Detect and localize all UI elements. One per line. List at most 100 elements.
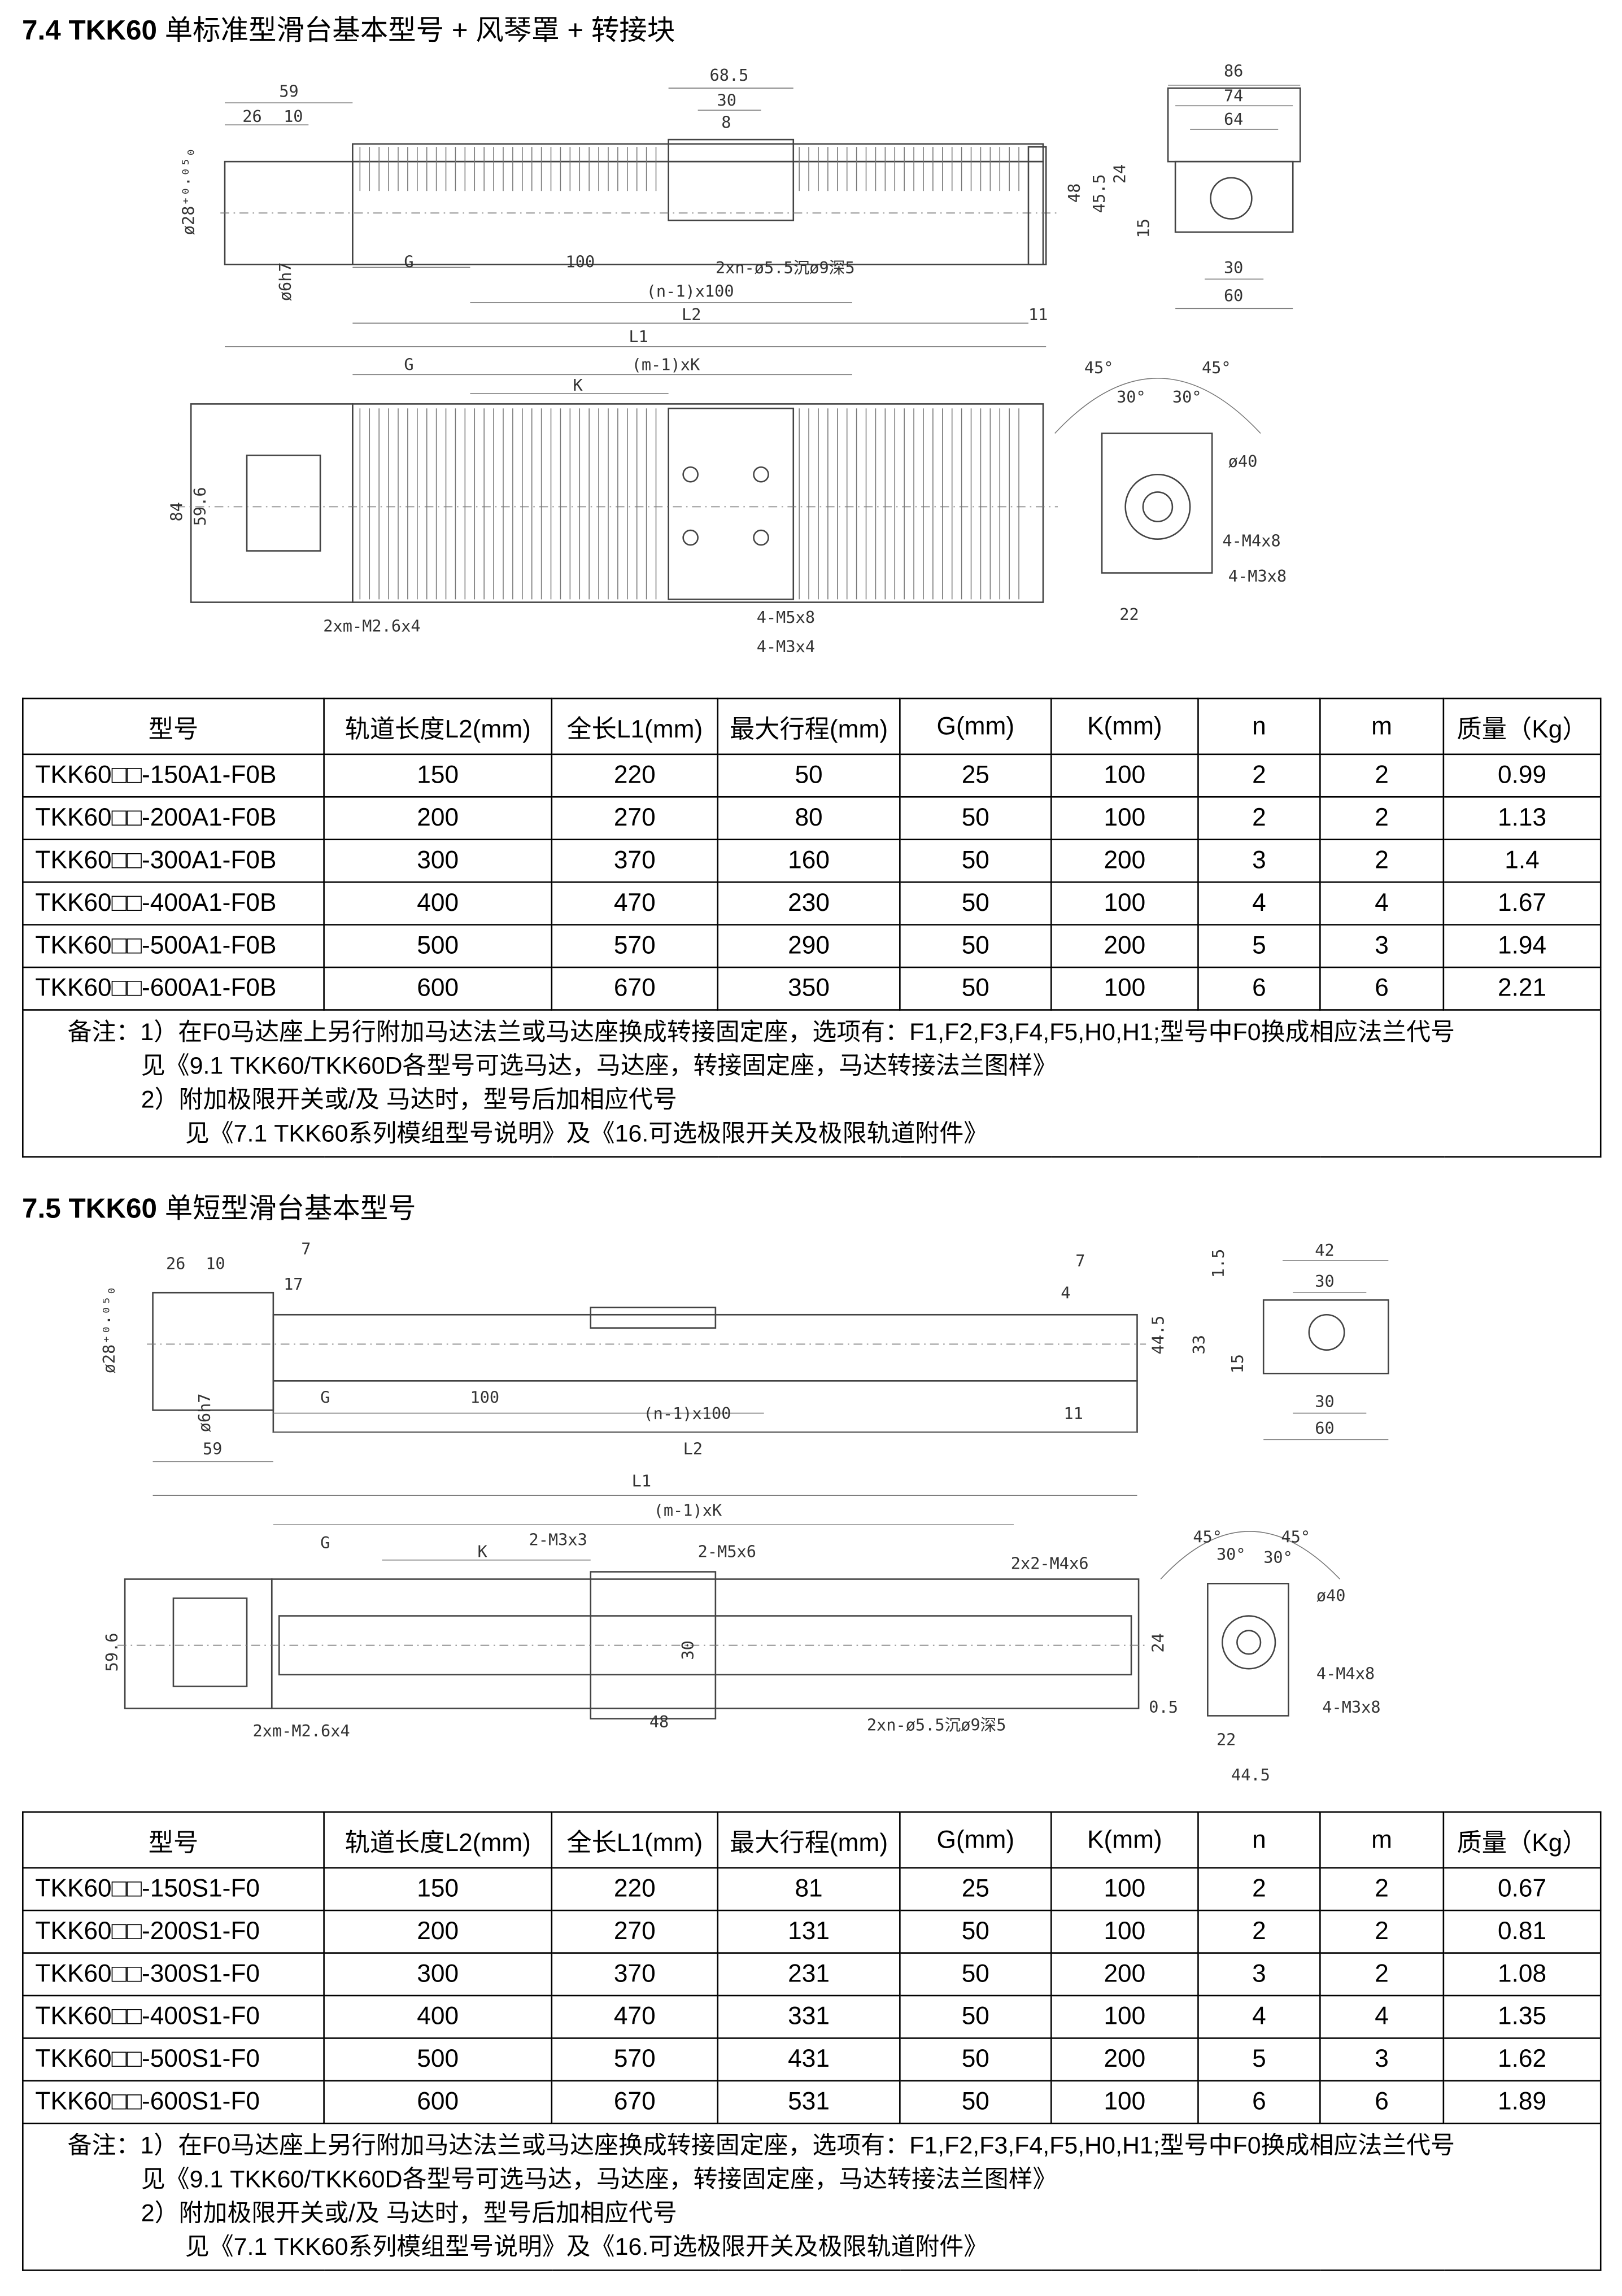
dim-L2: L2 — [682, 305, 701, 324]
dim-30: 30 — [1315, 1272, 1334, 1291]
value-cell: 1.62 — [1442, 2037, 1602, 2082]
value-cell: 2 — [1319, 1867, 1445, 1911]
dim-dia40: ø40 — [1316, 1586, 1346, 1605]
angle-30-left: 30° — [1117, 387, 1146, 407]
col-header: G(mm) — [899, 1811, 1052, 1869]
dim-44-5: 44.5 — [1148, 1316, 1167, 1355]
value-cell: 81 — [717, 1867, 901, 1911]
table-row: TKK60□□-150A1-F0B 150 220 50 25 100 2 2 0.99 — [22, 753, 1602, 798]
value-cell: 600 — [323, 2080, 553, 2124]
value-cell: 50 — [717, 753, 901, 798]
model-cell: TKK60□□-300A1-F0B — [22, 839, 325, 883]
value-cell: 100 — [1050, 1867, 1199, 1911]
value-cell: 2 — [1197, 1909, 1321, 1954]
dim-n100: (n-1)x100 — [643, 1404, 731, 1423]
dim-60: 60 — [1315, 1418, 1334, 1438]
top-view — [117, 1571, 1146, 1719]
value-cell: 2 — [1197, 796, 1321, 841]
value-cell: 0.81 — [1442, 1909, 1602, 1954]
value-cell: 1.35 — [1442, 1994, 1602, 2039]
value-cell: 670 — [551, 966, 719, 1011]
model-cell: TKK60□□-400A1-F0B — [22, 881, 325, 926]
dim-22: 22 — [1119, 605, 1139, 624]
callout-m5x6: 2-M5x6 — [698, 1542, 756, 1561]
dim-24: 24 — [1148, 1633, 1167, 1652]
model-cell: TKK60□□-400S1-F0 — [22, 1994, 325, 2039]
value-cell: 2 — [1319, 1909, 1445, 1954]
dim-dia28: ø28⁺⁰·⁰⁵₀ — [178, 147, 198, 235]
col-header: G(mm) — [899, 697, 1052, 756]
callout-m4x8: 4-M4x8 — [1316, 1664, 1375, 1683]
value-cell: 6 — [1319, 966, 1445, 1011]
dim-30c: 30 — [678, 1640, 697, 1660]
value-cell: 570 — [551, 924, 719, 968]
callout-m4x8: 4-M4x8 — [1222, 531, 1280, 551]
table-row: TKK60□□-600A1-F0B 600 670 350 50 100 6 6 2.21 — [22, 966, 1602, 1011]
value-cell: 431 — [717, 2037, 901, 2082]
top-view — [176, 403, 1058, 603]
value-cell: 600 — [323, 966, 553, 1011]
value-cell: 100 — [1050, 796, 1199, 841]
table-header: 型号 轨道长度L2(mm) 全长L1(mm) 最大行程(mm) G(mm) K(mm) n m… — [22, 697, 1602, 756]
dim-45-5: 45.5 — [1089, 174, 1109, 213]
note-line: 见《7.1 TKK60系列模组型号说明》及《16.可选极限开关及极限轨道附件》 — [185, 2234, 988, 2261]
value-cell: 50 — [899, 2037, 1052, 2082]
table-notes: 备注：1）在F0马达座上另行附加马达法兰或马达座换成转接固定座，选项有：F1,F… — [22, 2123, 1602, 2271]
dim-74: 74 — [1224, 86, 1243, 105]
model-cell: TKK60□□-500S1-F0 — [22, 2037, 325, 2082]
table-row: TKK60□□-200A1-F0B 200 270 80 50 100 2 2 1.13 — [22, 796, 1602, 841]
value-cell: 500 — [323, 924, 553, 968]
dim-mK: (m-1)xK — [654, 1501, 722, 1520]
value-cell: 50 — [899, 2080, 1052, 2124]
dim-86: 86 — [1224, 61, 1243, 80]
table-notes: 备注：1）在F0马达座上另行附加马达法兰或马达座换成转接固定座，选项有：F1,F… — [22, 1009, 1602, 1158]
value-cell: 50 — [899, 924, 1052, 968]
callout-m4x6: 2x2-M4x6 — [1011, 1553, 1089, 1573]
dim-dia6: ø6h7 — [195, 1393, 214, 1432]
col-header: n — [1197, 1811, 1321, 1869]
note-line: 备注：1）在F0马达座上另行附加马达法兰或马达座换成转接固定座，选项有：F1,F… — [67, 2133, 1455, 2160]
dim-dia6: ø6h7 — [276, 262, 295, 301]
dim-L2: L2 — [683, 1439, 703, 1458]
dim-30: 30 — [717, 90, 736, 110]
value-cell: 100 — [1050, 881, 1199, 926]
col-header: 质量（Kg） — [1442, 1811, 1602, 1869]
value-cell: 5 — [1197, 2037, 1321, 2082]
dim-15: 15 — [1133, 219, 1153, 238]
col-header: 最大行程(mm) — [717, 697, 901, 756]
note-line: 备注：1）在F0马达座上另行附加马达法兰或马达座换成转接固定座，选项有：F1,F… — [67, 1019, 1455, 1046]
value-cell: 1.89 — [1442, 2080, 1602, 2124]
hole-callout: 2xn-ø5.5沉ø9深5 — [716, 258, 855, 277]
dim-42: 42 — [1315, 1241, 1334, 1260]
value-cell: 131 — [717, 1909, 901, 1954]
angle-45-left: 45° — [1193, 1527, 1222, 1546]
angle-45-right: 45° — [1281, 1527, 1310, 1546]
value-cell: 300 — [323, 839, 553, 883]
value-cell: 100 — [1050, 1994, 1199, 2039]
dim-33: 33 — [1189, 1335, 1209, 1354]
dim-26: 26 — [242, 107, 261, 126]
col-header: m — [1319, 1811, 1445, 1869]
value-cell: 2 — [1197, 1867, 1321, 1911]
value-cell: 230 — [717, 881, 901, 926]
callout-m3x8: 4-M3x8 — [1322, 1697, 1380, 1717]
angle-30-right: 30° — [1263, 1548, 1293, 1567]
title-rest: 单标准型滑台基本型号 + 风琴罩 + 转接块 — [157, 16, 675, 47]
title-rest: 单短型滑台基本型号 — [157, 1194, 416, 1225]
value-cell: 331 — [717, 1994, 901, 2039]
dim-24: 24 — [1110, 164, 1130, 184]
table-row: TKK60□□-500A1-F0B 500 570 290 50 200 5 3 1.94 — [22, 924, 1602, 968]
value-cell: 2 — [1319, 796, 1445, 841]
callout-m3x3: 2-M3x3 — [529, 1530, 587, 1549]
value-cell: 50 — [899, 881, 1052, 926]
dim-30b: 30 — [1315, 1392, 1334, 1411]
value-cell: 0.99 — [1442, 753, 1602, 798]
table-row: TKK60□□-500S1-F0 500 570 431 50 200 5 3 1.62 — [22, 2037, 1602, 2082]
value-cell: 370 — [551, 839, 719, 883]
dim-mK: (m-1)xK — [632, 355, 700, 374]
dim-7: 7 — [301, 1239, 311, 1259]
angle-45-left: 45° — [1084, 358, 1114, 377]
value-cell: 150 — [323, 1867, 553, 1911]
value-cell: 670 — [551, 2080, 719, 2124]
table-row: TKK60□□-200S1-F0 200 270 131 50 100 2 2 0.81 — [22, 1909, 1602, 1954]
